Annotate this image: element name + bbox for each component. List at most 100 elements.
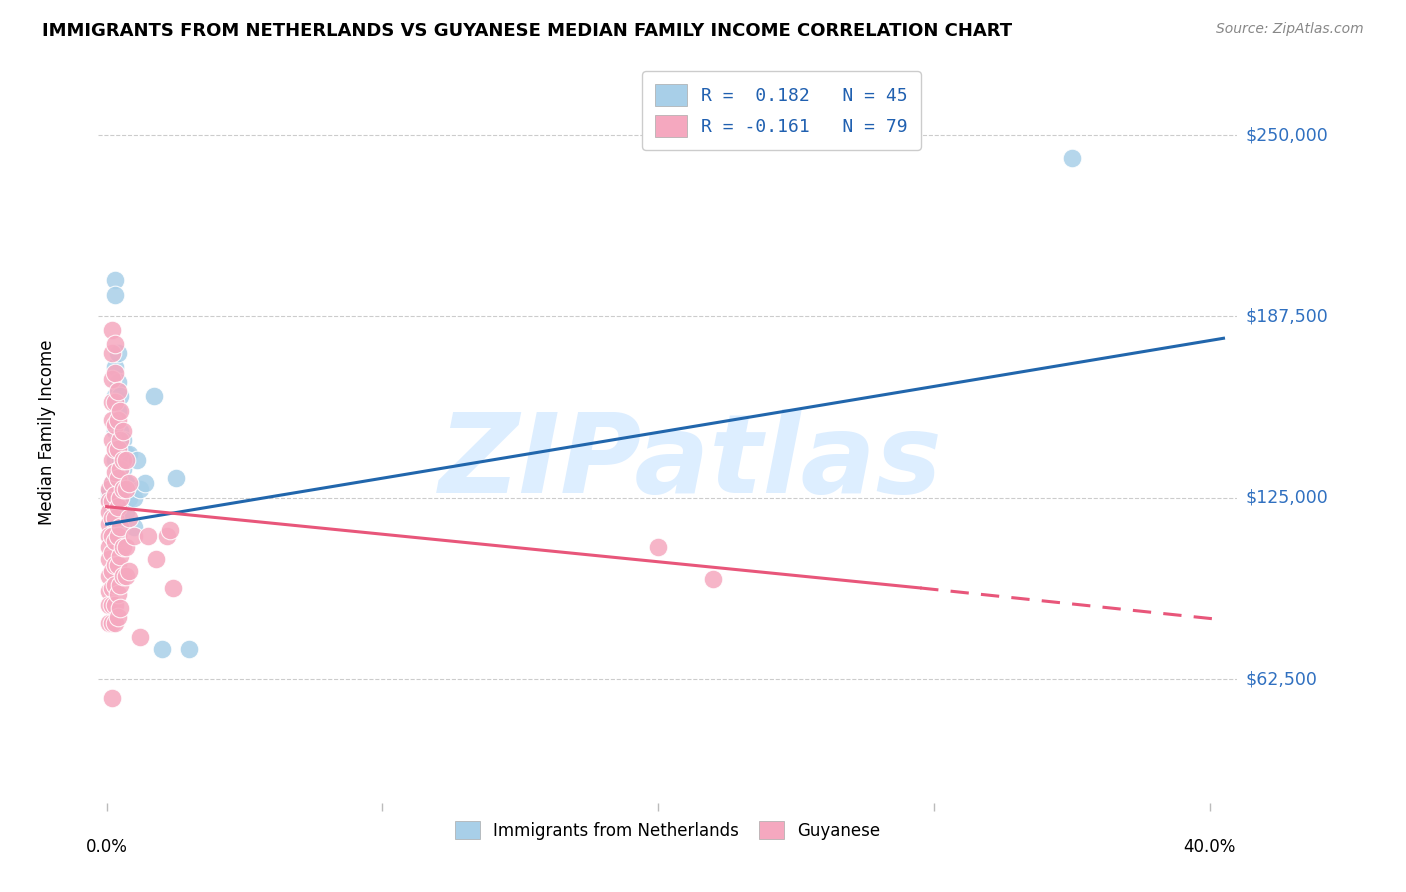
- Text: $125,000: $125,000: [1246, 489, 1329, 507]
- Point: [101, 493, 124, 508]
- Point: [107, 433, 129, 447]
- Point: [107, 511, 129, 525]
- Point: [112, 482, 135, 496]
- Point: [107, 587, 129, 601]
- Point: [98, 482, 121, 496]
- Point: [115, 506, 138, 520]
- Point: [101, 345, 124, 359]
- Text: 0.0%: 0.0%: [86, 838, 128, 855]
- Point: [159, 523, 181, 537]
- Point: [104, 599, 127, 613]
- Point: [104, 482, 127, 496]
- Point: [179, 641, 201, 656]
- Point: [101, 395, 124, 409]
- Point: [112, 424, 135, 438]
- Point: [128, 630, 150, 644]
- Point: [101, 691, 124, 706]
- Point: [98, 529, 121, 543]
- Point: [118, 476, 141, 491]
- Point: [112, 541, 135, 555]
- Point: [115, 569, 138, 583]
- Point: [98, 517, 121, 532]
- Point: [150, 641, 173, 656]
- Point: [145, 552, 167, 566]
- Point: [101, 433, 124, 447]
- Point: [101, 322, 124, 336]
- Point: [98, 552, 121, 566]
- Point: [98, 485, 121, 500]
- Text: Source: ZipAtlas.com: Source: ZipAtlas.com: [1216, 22, 1364, 37]
- Point: [115, 447, 138, 461]
- Point: [107, 404, 129, 418]
- Point: [118, 447, 141, 461]
- Point: [107, 442, 129, 456]
- Point: [110, 520, 132, 534]
- Point: [101, 514, 124, 528]
- Point: [110, 482, 132, 496]
- Point: [100, 500, 122, 514]
- Point: [98, 506, 121, 520]
- Point: [107, 470, 129, 484]
- Point: [98, 541, 121, 555]
- Point: [104, 366, 127, 380]
- Point: [98, 615, 121, 630]
- Point: [104, 558, 127, 572]
- Point: [104, 488, 127, 502]
- Point: [110, 549, 132, 563]
- Point: [112, 569, 135, 583]
- Point: [101, 506, 124, 520]
- Point: [110, 601, 132, 615]
- Point: [122, 520, 145, 534]
- Point: [128, 482, 150, 496]
- Point: [98, 599, 121, 613]
- Point: [107, 375, 129, 389]
- Point: [115, 482, 138, 496]
- Point: [101, 412, 124, 426]
- Point: [104, 578, 127, 592]
- Point: [107, 529, 129, 543]
- Point: [110, 424, 132, 438]
- Point: [104, 615, 127, 630]
- Text: $62,500: $62,500: [1246, 671, 1317, 689]
- Text: $250,000: $250,000: [1246, 126, 1329, 144]
- Text: Median Family Income: Median Family Income: [38, 340, 56, 525]
- Point: [112, 433, 135, 447]
- Point: [112, 511, 135, 525]
- Point: [104, 287, 127, 301]
- Point: [104, 273, 127, 287]
- Point: [112, 482, 135, 496]
- Point: [112, 462, 135, 476]
- Point: [110, 462, 132, 476]
- Point: [110, 511, 132, 525]
- Point: [107, 488, 129, 502]
- Point: [115, 453, 138, 467]
- Point: [107, 384, 129, 398]
- Text: 40.0%: 40.0%: [1184, 838, 1236, 855]
- Point: [110, 578, 132, 592]
- Point: [1060, 151, 1083, 165]
- Point: [110, 404, 132, 418]
- Point: [101, 581, 124, 595]
- Point: [125, 453, 148, 467]
- Point: [104, 360, 127, 375]
- Point: [110, 433, 132, 447]
- Point: [122, 491, 145, 505]
- Point: [104, 389, 127, 403]
- Point: [136, 529, 159, 543]
- Point: [101, 546, 124, 560]
- Point: [101, 564, 124, 578]
- Point: [101, 372, 124, 386]
- Point: [101, 599, 124, 613]
- Point: [112, 453, 135, 467]
- Text: IMMIGRANTS FROM NETHERLANDS VS GUYANESE MEDIAN FAMILY INCOME CORRELATION CHART: IMMIGRANTS FROM NETHERLANDS VS GUYANESE …: [42, 22, 1012, 40]
- Point: [702, 572, 724, 586]
- Point: [107, 500, 129, 514]
- Point: [118, 511, 141, 525]
- Point: [104, 337, 127, 351]
- Point: [104, 442, 127, 456]
- Point: [104, 418, 127, 433]
- Point: [101, 476, 124, 491]
- Point: [165, 470, 187, 484]
- Point: [104, 395, 127, 409]
- Point: [104, 465, 127, 479]
